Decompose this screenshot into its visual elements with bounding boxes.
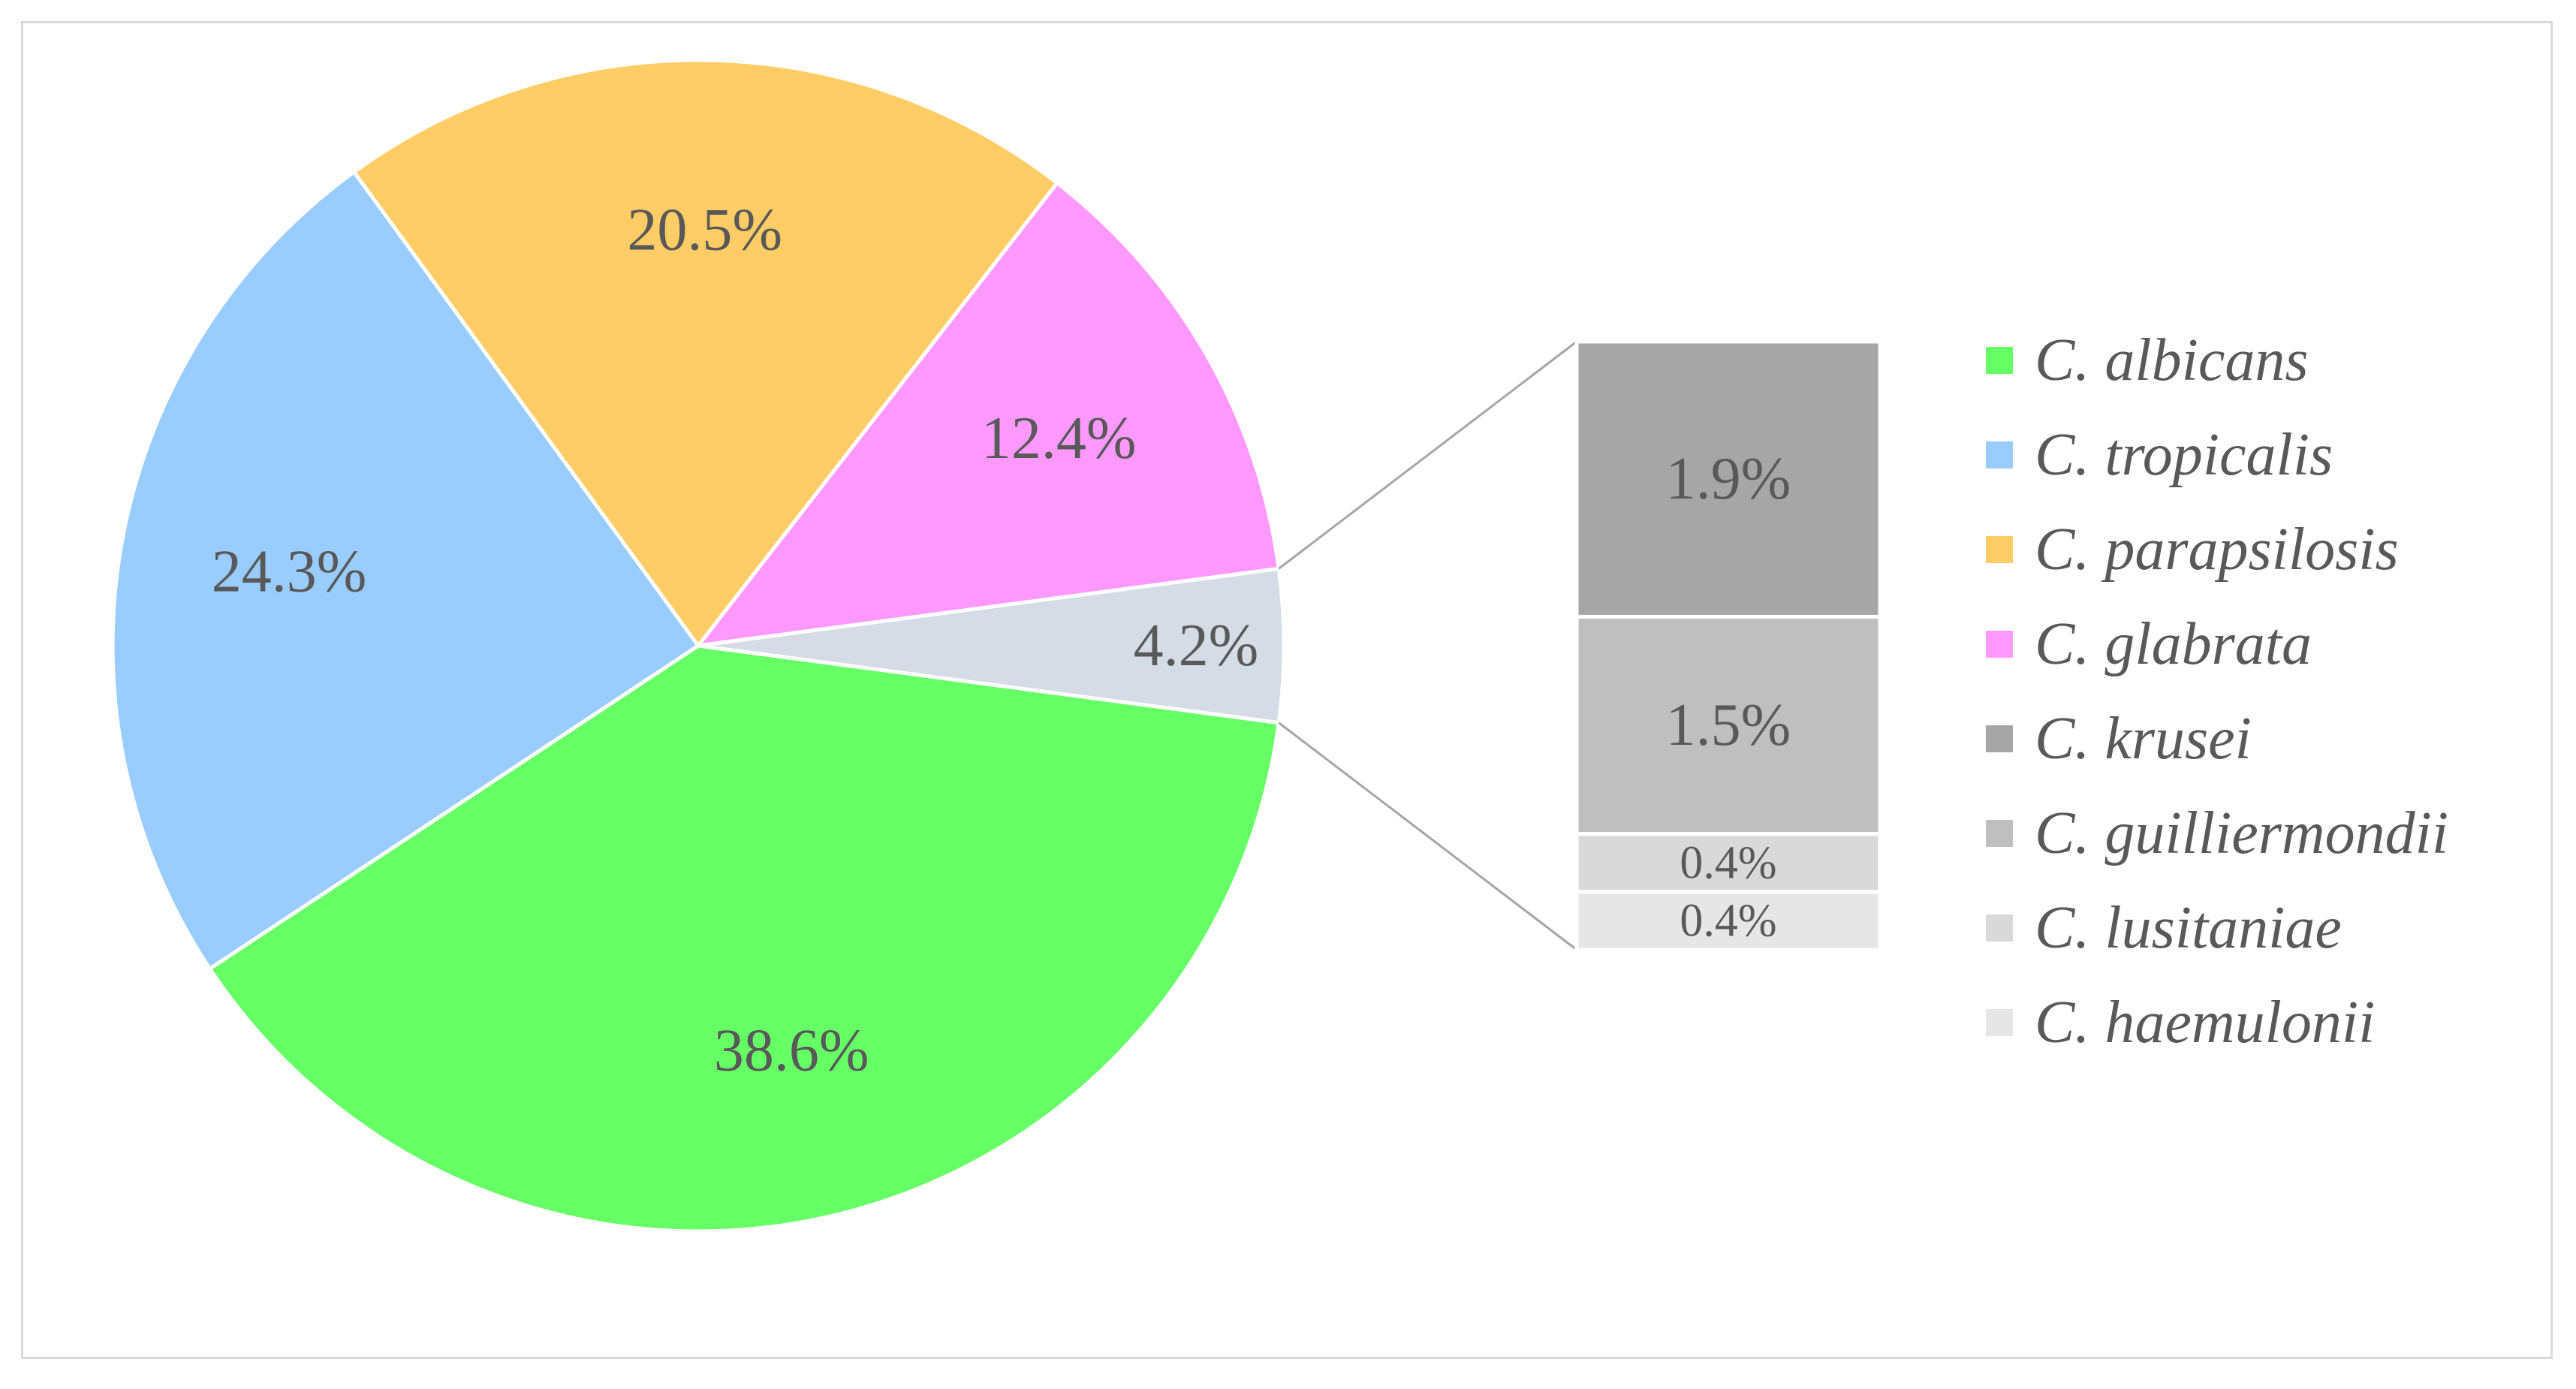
legend-label: C. krusei: [2035, 706, 2252, 772]
bar-segment-c-lusitaniae: [1574, 832, 1882, 894]
legend-item-c-tropicalis: C. tropicalis: [1986, 422, 2333, 488]
legend-swatch: [1986, 441, 2013, 469]
legend-item-c-lusitaniae: C. lusitaniae: [1986, 895, 2342, 961]
bar-label-c-lusitaniae: 0.4%: [1680, 837, 1776, 888]
legend-swatch: [1986, 820, 2013, 847]
legend-swatch: [1986, 536, 2013, 563]
legend-swatch: [1986, 347, 2013, 374]
legend-item-c-krusei: C. krusei: [1986, 706, 2252, 772]
bar-label-c-guilliermondii: 1.5%: [1666, 692, 1791, 758]
legend-item-c-glabrata: C. glabrata: [1986, 611, 2312, 677]
legend-label: C. glabrata: [2035, 611, 2312, 677]
legend-label: C. lusitaniae: [2035, 895, 2342, 961]
pie-label-c-glabrata: 12.4%: [981, 405, 1137, 472]
legend-swatch: [1986, 725, 2013, 752]
legend-swatch: [1986, 1009, 2013, 1036]
legend-item-c-haemulonii: C. haemulonii: [1986, 990, 2375, 1056]
legend-label: C. haemulonii: [2035, 990, 2375, 1056]
legend-swatch: [1986, 914, 2013, 942]
pie-label-c-albicans: 38.6%: [714, 1018, 869, 1084]
pie-slice-c-glabrata: [694, 180, 1282, 649]
pie-label-other: 4.2%: [1134, 613, 1259, 679]
bar-label-c-krusei: 1.9%: [1666, 446, 1791, 512]
legend: C. albicans C. tropicalis C. parapsilosis C…: [1986, 327, 2448, 1056]
pie-slice-other: [697, 566, 1286, 725]
breakdown-bar: 1.9% 1.5% 0.4% 0.4%: [1574, 339, 1882, 952]
legend-item-c-guilliermondii: C. guilliermondii: [1986, 800, 2448, 866]
bar-segment-c-guilliermondii: [1574, 614, 1882, 836]
connector-lines: [1278, 340, 1577, 951]
pie-slice-c-tropicalis: [110, 169, 701, 972]
legend-label: C. tropicalis: [2035, 422, 2333, 488]
bar-segment-c-krusei: [1574, 339, 1882, 619]
pie: 38.6% 24.3% 20.5% 12.4% 4.2%: [110, 58, 1286, 1234]
legend-label: C. albicans: [2035, 327, 2308, 393]
legend-item-c-parapsilosis: C. parapsilosis: [1986, 517, 2399, 583]
legend-swatch: [1986, 631, 2013, 658]
bar-segment-c-haemulonii: [1574, 890, 1882, 952]
pie-label-c-parapsilosis: 20.5%: [627, 197, 782, 263]
bar-label-c-haemulonii: 0.4%: [1680, 895, 1776, 946]
connector-top: [1278, 340, 1577, 570]
legend-label: C. parapsilosis: [2035, 517, 2399, 583]
pie-label-c-tropicalis: 24.3%: [212, 538, 367, 604]
legend-item-c-albicans: C. albicans: [1986, 327, 2308, 393]
pie-slice-c-parapsilosis: [351, 58, 1060, 649]
legend-label: C. guilliermondii: [2035, 800, 2448, 866]
connector-bottom: [1278, 722, 1577, 951]
